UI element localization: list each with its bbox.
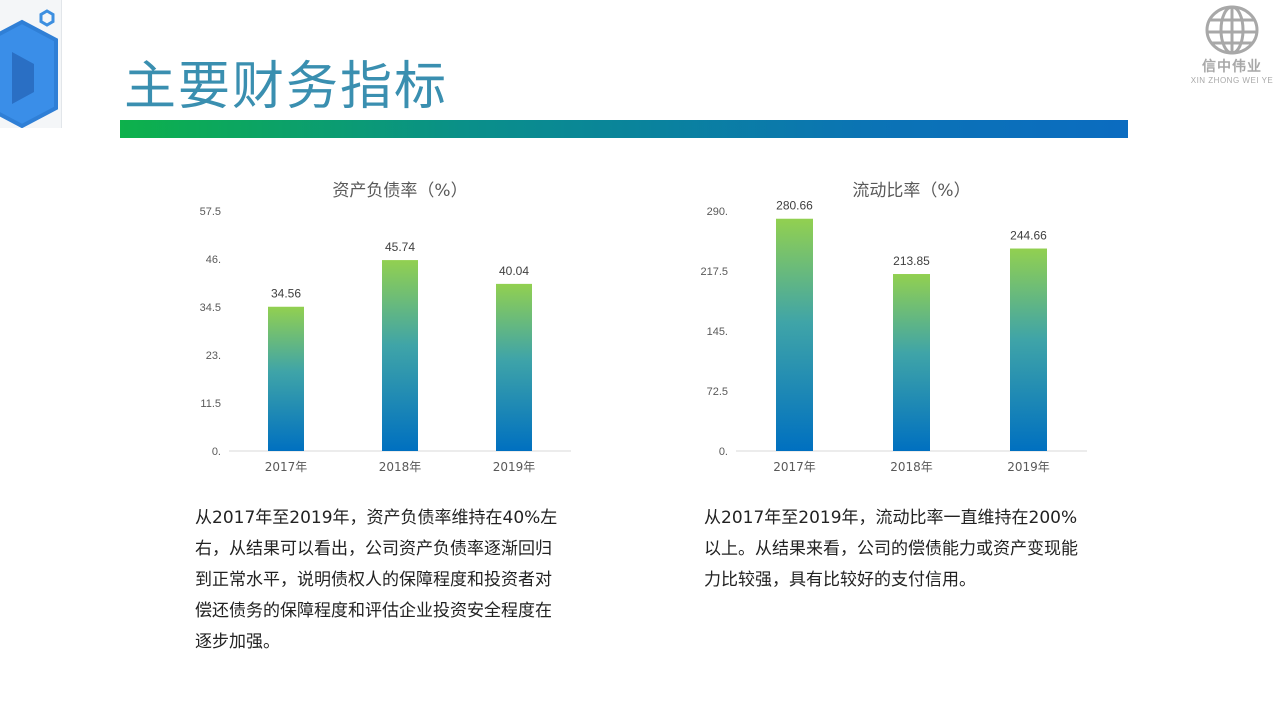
title-gradient-bar — [120, 120, 1128, 138]
chart-title: 资产负债率（%） — [332, 181, 467, 201]
bar — [776, 218, 813, 451]
logo-name: 信中伟业 — [1202, 59, 1262, 75]
x-category-label: 2018年 — [890, 460, 933, 474]
globe-icon — [1205, 5, 1259, 55]
y-tick-label: 145. — [707, 326, 728, 338]
logo-subtitle: XIN ZHONG WEI YE — [1190, 76, 1274, 85]
chart-title: 流动比率（%） — [852, 181, 970, 201]
corner-hexagon-decoration — [0, 0, 62, 128]
debt-ratio-chart: 资产负债率（%） 0. 11.5 23. 34.5 46. 57.5 34.56 2017年 45… — [200, 181, 571, 474]
bar-value-label: 213.85 — [893, 254, 930, 268]
current-ratio-chart: 流动比率（%） 0. 72.5 145. 217.5 290. 280.66 2017年 213… — [700, 181, 1087, 474]
small-hexagon-icon — [39, 9, 55, 27]
x-category-label: 2017年 — [773, 460, 816, 474]
y-tick-label: 72.5 — [707, 386, 728, 398]
x-category-label: 2019年 — [1007, 460, 1050, 474]
y-tick-label: 23. — [206, 350, 221, 362]
y-tick-label: 46. — [206, 254, 221, 266]
y-tick-label: 34.5 — [200, 302, 221, 314]
bar-value-label: 45.74 — [385, 240, 415, 254]
bar-value-label: 280.66 — [776, 199, 813, 213]
bar-value-label: 40.04 — [499, 264, 529, 278]
y-tick-label: 290. — [707, 206, 728, 218]
bar — [382, 260, 418, 451]
x-category-label: 2019年 — [493, 460, 536, 474]
company-logo: 信中伟业 XIN ZHONG WEI YE — [1190, 4, 1274, 94]
y-tick-label: 0. — [719, 446, 728, 458]
current-ratio-description: 从2017年至2019年，流动比率一直维持在200%以上。从结果来看，公司的偿债… — [704, 508, 1078, 590]
bar — [496, 283, 532, 451]
y-tick-label: 11.5 — [200, 398, 221, 410]
bar — [893, 274, 930, 451]
y-tick-label: 217.5 — [700, 266, 728, 278]
y-tick-label: 0. — [212, 446, 221, 458]
bar — [1010, 248, 1047, 451]
y-tick-label: 57.5 — [200, 206, 221, 218]
x-category-label: 2017年 — [265, 460, 308, 474]
bar — [268, 306, 304, 451]
debt-ratio-description: 从2017年至2019年，资产负债率维持在40%左右，从结果可以看出，公司资产负… — [195, 508, 558, 652]
bar-value-label: 244.66 — [1010, 229, 1047, 243]
x-category-label: 2018年 — [379, 460, 422, 474]
bar-value-label: 34.56 — [271, 287, 301, 301]
page-title: 主要财务指标 — [124, 57, 449, 117]
